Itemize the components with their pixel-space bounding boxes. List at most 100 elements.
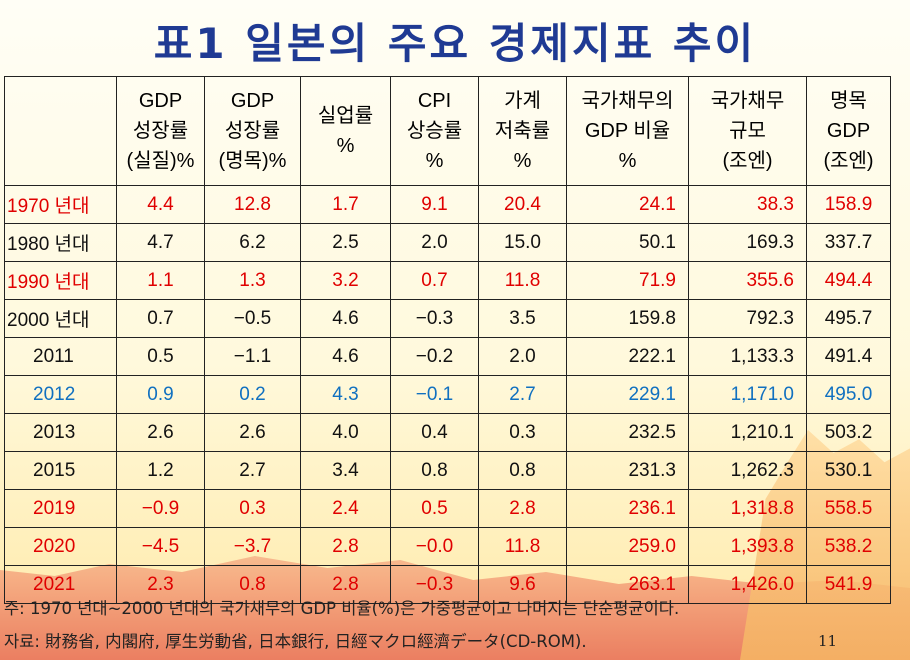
table-row: 2021 2.3 0.8 2.8 −0.3 9.6 263.1 1,426.0 541.9: [4, 565, 891, 604]
table-body: 1970 년대 4.4 12.8 1.7 9.1 20.4 24.1 38.3 158.9 198…: [4, 185, 891, 604]
table-cell: 1.7: [300, 185, 391, 224]
column-header-line: 국가채무의: [581, 90, 674, 112]
column-header-line: 저축률: [494, 120, 551, 142]
table-cell: −1.1: [204, 337, 301, 376]
column-header-line: CPI: [417, 90, 452, 112]
row-label: 2021: [4, 565, 117, 604]
table-cell: 0.9: [116, 375, 205, 414]
column-header-line: (조엔): [823, 150, 874, 172]
table-cell: 337.7: [806, 223, 891, 262]
table-cell: −0.0: [390, 527, 479, 566]
table-cell: −0.1: [390, 375, 479, 414]
table-cell: 355.6: [688, 261, 807, 300]
table-cell: 0.4: [390, 413, 479, 452]
table-cell: 38.3: [688, 185, 807, 224]
column-header-line: (실질)%: [126, 150, 195, 172]
table-cell: 159.8: [566, 299, 689, 338]
table-cell: 792.3: [688, 299, 807, 338]
table-cell: 229.1: [566, 375, 689, 414]
row-label: 2020: [4, 527, 117, 566]
table-cell: 1,210.1: [688, 413, 807, 452]
table-cell: 9.1: [390, 185, 479, 224]
column-header-line: 국가채무: [710, 90, 785, 112]
table-cell: 0.5: [390, 489, 479, 528]
table-cell: 0.3: [478, 413, 567, 452]
table-row: 2020 −4.5 −3.7 2.8 −0.0 11.8 259.0 1,393.8 538.2: [4, 527, 891, 566]
table-cell: 495.0: [806, 375, 891, 414]
table-cell: 11.8: [478, 527, 567, 566]
row-label: 2011: [4, 337, 117, 376]
table-row: 1980 년대 4.7 6.2 2.5 2.0 15.0 50.1 169.3 337.7: [4, 223, 891, 262]
table-cell: 24.1: [566, 185, 689, 224]
table-cell: 0.2: [204, 375, 301, 414]
table-cell: −3.7: [204, 527, 301, 566]
table-cell: 2.5: [300, 223, 391, 262]
table-header-row: GDP 성장률 (실질)% GDP 성장률 (명목)% 실업률% CPI 상승률% 가계 저축률% 국…: [4, 76, 891, 186]
table-cell: 2.4: [300, 489, 391, 528]
table-cell: 530.1: [806, 451, 891, 490]
column-header: 실업률%: [300, 76, 391, 186]
table-cell: 0.8: [478, 451, 567, 490]
table-cell: 1,171.0: [688, 375, 807, 414]
footnote: 주: 1970 년대~2000 년대의 국가채무의 GDP 비율(%)은 가중평…: [4, 599, 680, 618]
corner-header-cell: [4, 76, 117, 186]
table-cell: 4.3: [300, 375, 391, 414]
column-header-line: GDP 비율: [584, 120, 671, 142]
page-number: 11: [818, 632, 838, 650]
table-cell: 236.1: [566, 489, 689, 528]
row-label: 2000 년대: [4, 299, 117, 338]
table-cell: −0.5: [204, 299, 301, 338]
table-cell: −4.5: [116, 527, 205, 566]
column-header: 가계 저축률%: [478, 76, 567, 186]
table-cell: 12.8: [204, 185, 301, 224]
row-label: 1980 년대: [4, 223, 117, 262]
table-cell: 494.4: [806, 261, 891, 300]
table-cell: 3.2: [300, 261, 391, 300]
table-cell: 71.9: [566, 261, 689, 300]
table-cell: 2.6: [116, 413, 205, 452]
column-header-line: 상승률: [406, 120, 463, 142]
table-cell: 232.5: [566, 413, 689, 452]
table-row: 1990 년대 1.1 1.3 3.2 0.7 11.8 71.9 355.6 494.4: [4, 261, 891, 300]
page-title: 표1 일본의 주요 경제지표 추이: [153, 19, 757, 68]
column-header-line: (조엔): [722, 150, 773, 172]
table-cell: 15.0: [478, 223, 567, 262]
table-cell: −0.2: [390, 337, 479, 376]
column-header-line: 규모: [729, 120, 766, 142]
column-header: CPI 상승률%: [390, 76, 479, 186]
table-row: 2011 0.5 −1.1 4.6 −0.2 2.0 222.1 1,133.3 491.4: [4, 337, 891, 376]
column-header-line: %: [618, 150, 637, 172]
table-cell: 231.3: [566, 451, 689, 490]
row-label: 2019: [4, 489, 117, 528]
column-header-line: GDP: [230, 90, 275, 112]
table-row: 2013 2.6 2.6 4.0 0.4 0.3 232.5 1,210.1 503.2: [4, 413, 891, 452]
table-cell: 4.4: [116, 185, 205, 224]
table-cell: 0.5: [116, 337, 205, 376]
column-header-line: 성장률: [132, 120, 189, 142]
table-cell: 1,262.3: [688, 451, 807, 490]
table-cell: 2.7: [204, 451, 301, 490]
column-header: GDP 성장률 (명목)%: [204, 76, 301, 186]
table-cell: 1.2: [116, 451, 205, 490]
column-header-line: 실업률: [317, 105, 374, 127]
table-cell: 3.5: [478, 299, 567, 338]
table-cell: 2.8: [478, 489, 567, 528]
table-cell: 169.3: [688, 223, 807, 262]
table-cell: 2.7: [478, 375, 567, 414]
table-cell: 558.5: [806, 489, 891, 528]
table-cell: 538.2: [806, 527, 891, 566]
table-cell: 6.2: [204, 223, 301, 262]
table-cell: 0.7: [390, 261, 479, 300]
table-cell: 491.4: [806, 337, 891, 376]
column-header-line: 가계: [504, 90, 541, 112]
column-header-line: GDP: [826, 120, 871, 142]
column-header-line: 명목: [830, 90, 867, 112]
source-line: 자료: 財務省, 内閣府, 厚生労動省, 日本銀行, 日經マクロ經濟データ(CD…: [4, 632, 587, 651]
table-cell: 1,426.0: [688, 565, 807, 604]
row-label: 2012: [4, 375, 117, 414]
table-cell: 222.1: [566, 337, 689, 376]
column-header-line: 성장률: [224, 120, 281, 142]
table-cell: 1,393.8: [688, 527, 807, 566]
table-cell: 2.6: [204, 413, 301, 452]
